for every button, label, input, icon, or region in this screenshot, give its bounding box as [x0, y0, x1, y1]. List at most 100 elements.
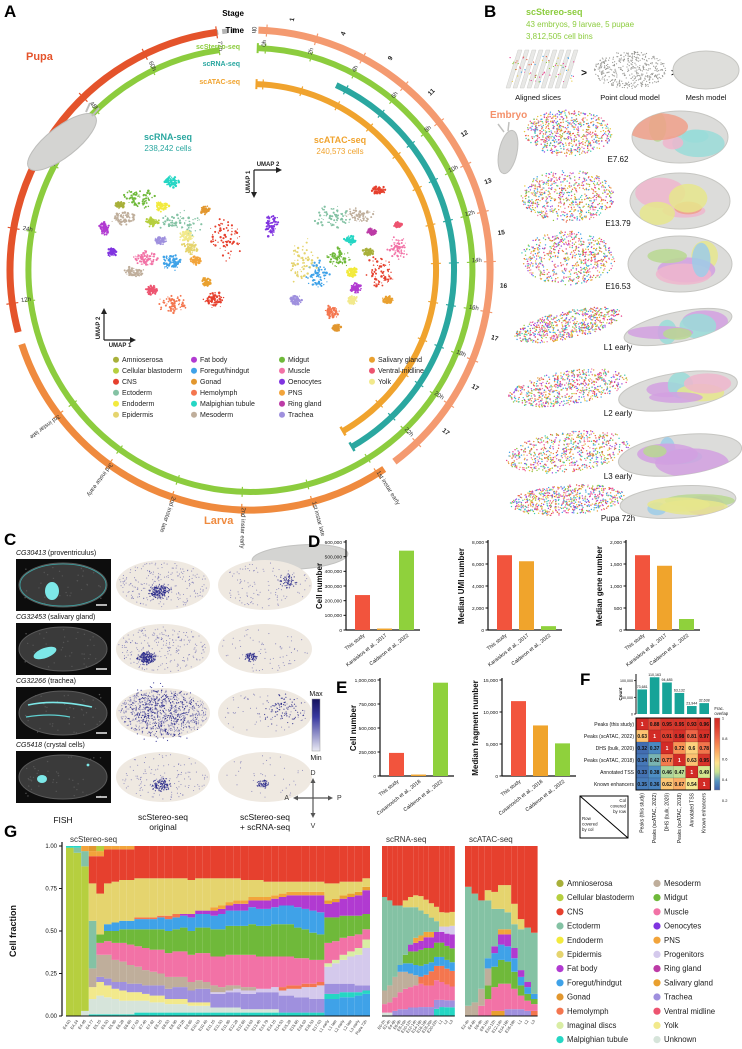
stacked-segment: [134, 846, 142, 879]
tick: [26, 229, 37, 233]
stacked-segment: [96, 982, 104, 996]
count-tick-label: 0: [631, 713, 633, 717]
stacked-segment: [278, 905, 287, 925]
stacked-segment: [104, 846, 112, 850]
stacked-segment: [517, 846, 525, 920]
stacked-segment: [402, 954, 408, 964]
scrna-track-label: scRNA-seq: [203, 61, 240, 68]
count-bar: [699, 703, 709, 714]
heatmap-value: 0.77: [662, 758, 672, 764]
stacked-segment: [233, 900, 241, 904]
stacked-segment: [256, 1009, 264, 1013]
stacked-segment: [195, 914, 203, 928]
embryo-antenna: [507, 121, 510, 132]
stacked-segment: [439, 965, 445, 982]
heatmap-value: 0.38: [650, 770, 660, 776]
stacked-segment: [195, 980, 203, 989]
g-xt-label: E7.62: [145, 1018, 156, 1030]
g-xt-label: E9.65: [183, 1018, 194, 1030]
stacked-segment: [164, 846, 173, 879]
stacked-segment: [225, 992, 234, 1008]
stacked-segment: [180, 915, 188, 928]
heatmap-value: 0.6: [688, 746, 695, 752]
stacked-segment: [387, 1012, 393, 1016]
stacked-segment: [233, 903, 241, 911]
stacked-segment: [392, 1010, 398, 1016]
stacked-segment: [428, 937, 434, 948]
embryo-time-label: 8h: [424, 125, 433, 134]
pupa-phase-label: Pupa: [26, 51, 54, 63]
colorbar-title: Frac.: [714, 706, 724, 711]
stacked-segment: [210, 985, 218, 993]
tick: [466, 357, 479, 363]
specimen-label: L3 early: [604, 472, 632, 481]
stacked-segment: [301, 958, 310, 984]
stacked-segment: [413, 846, 419, 896]
y-tick-label: 10,000: [483, 710, 498, 716]
stacked-segment: [354, 985, 363, 993]
legend-dot-icon: [191, 400, 197, 407]
stacked-segment: [149, 971, 158, 986]
g-xt-label: L2: [442, 1018, 449, 1025]
pupa-antenna: [91, 107, 100, 117]
stacked-segment: [498, 929, 505, 935]
embryo-time-label: 22h: [403, 427, 414, 438]
g-xt-label: E9.28: [176, 1018, 187, 1030]
stacked-segment: [195, 927, 203, 954]
stacked-segment: [413, 951, 419, 965]
compass-d: D: [310, 770, 315, 777]
stacked-segment: [225, 905, 234, 911]
stacked-segment: [172, 987, 180, 999]
stacked-segment: [225, 925, 234, 955]
stacked-segment: [233, 954, 241, 986]
stacked-segment: [294, 1012, 302, 1016]
stacked-segment: [180, 1012, 188, 1016]
compass-a: A: [284, 795, 289, 802]
y-tick-label: 1,000: [610, 584, 622, 590]
stacked-segment: [248, 897, 256, 901]
stacked-segment: [498, 983, 505, 1011]
y-tick-label: 300,000: [325, 584, 343, 590]
stacked-segment: [248, 907, 256, 925]
stacked-segment: [362, 985, 370, 991]
stacked-segment: [88, 987, 97, 999]
stacked-segment: [263, 925, 272, 957]
g-xt-label: E6.65: [122, 1018, 133, 1030]
legend-dot-icon: [113, 389, 119, 396]
stacked-segment: [195, 1002, 203, 1006]
stacked-segment: [180, 914, 188, 916]
tick: [387, 412, 396, 421]
stacked-segment: [408, 846, 414, 897]
stacked-segment: [324, 903, 332, 918]
tick: [364, 453, 371, 463]
stacked-segment: [195, 1005, 203, 1013]
stacked-segment: [73, 852, 82, 1016]
count-value-label: 23,944: [686, 702, 697, 706]
bar: [555, 743, 570, 776]
stacked-segment: [309, 895, 317, 911]
stacked-segment: [339, 954, 348, 960]
larva-stage-label: 2nd instar early: [238, 507, 245, 548]
legend-item-label: Amnioserosa: [122, 357, 163, 364]
stacked-segment: [524, 982, 531, 988]
larva-phase-label: Larva: [204, 515, 234, 527]
heatmap-value: 0.78: [699, 746, 709, 752]
stacked-segment: [119, 880, 127, 921]
count-value-label: 73,681: [637, 685, 648, 689]
stacked-segment: [339, 997, 348, 1016]
g-ytick-label: 0.75: [45, 887, 57, 893]
stacked-segment: [484, 958, 492, 969]
stacked-segment: [225, 990, 234, 993]
stacked-segment: [286, 988, 294, 996]
tick: [78, 92, 88, 103]
y-tick-label: 2,000: [610, 540, 622, 546]
stacked-segment: [339, 992, 348, 998]
heatmap-value: 0.63: [637, 734, 647, 740]
stacked-segment: [256, 925, 264, 957]
tick: [116, 445, 123, 454]
g-ytick-label: 0.50: [45, 929, 57, 935]
larva-stage-label: 3rd instar late: [28, 413, 61, 440]
legend-dot-icon: [653, 1021, 661, 1029]
stacked-segment: [524, 993, 531, 1001]
